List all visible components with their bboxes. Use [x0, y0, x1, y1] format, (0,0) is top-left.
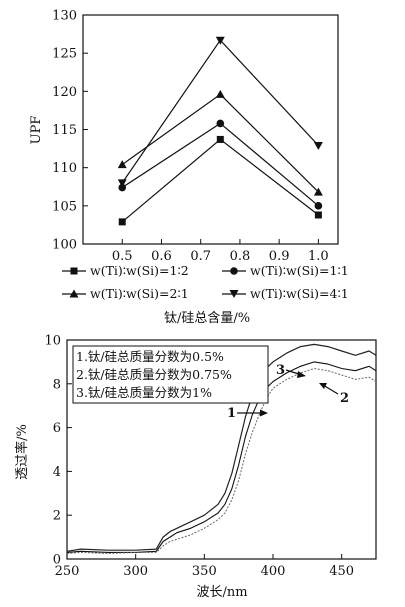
transmittance-chart: 250 300 350 400 450 0 2 4 6 8 10 透过率/% 波长/nm 1.钛/硅… — [14, 334, 377, 600]
triangle-down-marker-icon — [229, 290, 239, 298]
legend-item-1to2: w(Ti)∶w(Si)=1∶2 — [62, 263, 189, 278]
circle-marker-icon — [230, 267, 238, 275]
square-marker-icon — [70, 267, 78, 275]
legend-entry-1: 1.钛/硅总质量分数为0.5% — [76, 349, 224, 364]
series-line-2 — [121, 122, 319, 207]
annotation-label-2: 2 — [340, 391, 349, 406]
transmittance-x-axis-label: 波长/nm — [196, 585, 247, 600]
x-tick-label: 250 — [55, 564, 80, 579]
x-tick-label: 350 — [192, 564, 217, 579]
triangle-up-marker-icon — [69, 289, 79, 298]
transmittance-curve-1 — [66, 361, 377, 553]
y-tick-label: 4 — [53, 465, 61, 480]
data-point — [117, 160, 127, 169]
y-tick-label: 115 — [52, 123, 77, 138]
x-tick-label: 1.0 — [308, 249, 329, 264]
y-tick-label: 130 — [52, 9, 77, 24]
legend-label-2to1: w(Ti)∶w(Si)=2∶1 — [90, 286, 189, 301]
y-tick-label: 100 — [52, 238, 77, 253]
x-tick-label: 400 — [261, 564, 286, 579]
y-tick-label: 0 — [53, 553, 61, 568]
arrow-head-icon — [297, 371, 306, 378]
upf-axis-ticks: 0.5 0.6 0.7 0.8 0.9 1.0 100 105 110 115 120 125 130 — [52, 9, 329, 265]
data-point — [216, 135, 224, 143]
legend-box — [72, 345, 269, 404]
annotation-label-1: 1 — [227, 406, 236, 421]
x-tick-label: 0.6 — [151, 249, 172, 264]
transmittance-curve-3 — [66, 343, 377, 552]
y-tick-label: 110 — [52, 161, 77, 176]
data-point — [313, 187, 323, 196]
data-point — [118, 218, 126, 226]
transmittance-plot-frame — [66, 339, 377, 560]
legend-item-2to1: w(Ti)∶w(Si)=2∶1 — [62, 286, 189, 301]
data-point — [118, 183, 127, 192]
y-tick-label: 8 — [53, 377, 61, 392]
upf-series-lines — [121, 39, 319, 223]
x-tick-label: 0.8 — [230, 249, 251, 264]
x-tick-label: 0.7 — [190, 249, 211, 264]
arrow-head-icon — [319, 383, 327, 389]
legend-entry-3: 3.钛/硅总质量分数为1% — [76, 385, 212, 400]
annotation-label-3: 3 — [276, 363, 285, 378]
y-tick-label: 125 — [52, 47, 77, 62]
upf-x-axis-label: 钛/硅总含量/% — [164, 310, 250, 326]
x-tick-label: 300 — [123, 564, 148, 579]
curve-annotations: 1 2 3 — [227, 363, 349, 421]
annotation-arrow-2 — [322, 384, 339, 395]
data-point — [117, 179, 127, 188]
upf-y-axis-label: UPF — [29, 116, 44, 145]
transmittance-series-lines — [66, 343, 377, 554]
transmittance-curve-2 — [66, 368, 377, 554]
arrow-head-icon — [260, 409, 268, 417]
series-line-4 — [121, 39, 319, 184]
y-tick-label: 6 — [53, 421, 61, 436]
x-tick-label: 0.9 — [269, 249, 290, 264]
x-tick-label: 450 — [329, 564, 354, 579]
data-point — [314, 211, 322, 219]
y-tick-label: 2 — [53, 509, 61, 524]
legend-label-4to1: w(Ti)∶w(Si)=4∶1 — [250, 286, 349, 301]
y-tick-label: 105 — [52, 199, 77, 214]
upf-legend: w(Ti)∶w(Si)=1∶2 w(Ti)∶w(Si)=1∶1 w(Ti)∶w(… — [62, 263, 349, 301]
upf-chart: 0.5 0.6 0.7 0.8 0.9 1.0100105110115120125130 … — [29, 9, 349, 327]
transmittance-legend: 1.钛/硅总质量分数为0.5% 2.钛/硅总质量分数为0.75% 3.钛/硅总质… — [72, 345, 269, 404]
data-point — [216, 119, 225, 128]
y-tick-label: 120 — [52, 85, 77, 100]
y-tick-label: 10 — [44, 334, 61, 349]
transmittance-y-axis-label: 透过率/% — [14, 424, 30, 480]
legend-item-4to1: w(Ti)∶w(Si)=4∶1 — [222, 286, 349, 301]
data-point — [313, 142, 323, 151]
data-point — [215, 89, 225, 98]
series-line-3 — [121, 93, 319, 193]
data-point — [215, 36, 225, 45]
transmittance-axis-ticks: 250 300 350 400 450 0 2 4 6 8 10 — [44, 334, 354, 580]
x-tick-label: 0.5 — [112, 249, 133, 264]
upf-series-markers — [117, 36, 323, 226]
legend-item-1to1: w(Ti)∶w(Si)=1∶1 — [222, 263, 349, 278]
legend-label-1to1: w(Ti)∶w(Si)=1∶1 — [250, 263, 349, 278]
legend-entry-2: 2.钛/硅总质量分数为0.75% — [76, 367, 232, 382]
legend-label-1to2: w(Ti)∶w(Si)=1∶2 — [90, 263, 189, 278]
data-point — [314, 202, 323, 210]
